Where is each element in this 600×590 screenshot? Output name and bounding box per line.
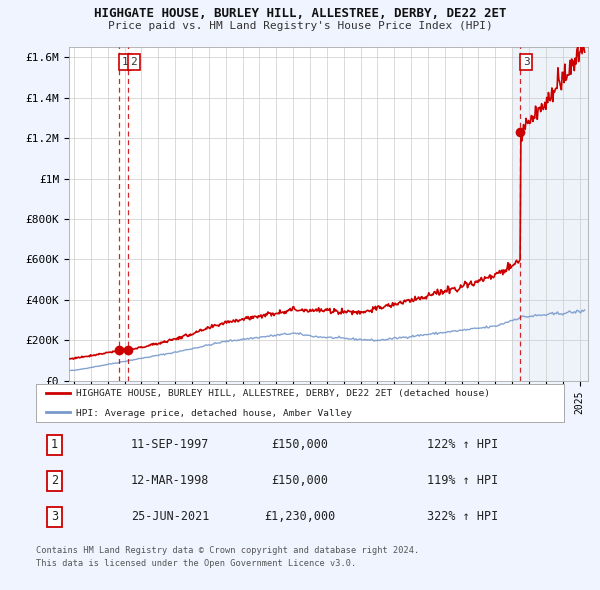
Bar (512, 47, 588, 381)
Text: 322% ↑ HPI: 322% ↑ HPI (427, 510, 498, 523)
Text: 25-JUN-2021: 25-JUN-2021 (131, 510, 209, 523)
Text: 122% ↑ HPI: 122% ↑ HPI (427, 438, 498, 451)
Text: Price paid vs. HM Land Registry's House Price Index (HPI): Price paid vs. HM Land Registry's House … (107, 21, 493, 31)
Text: Contains HM Land Registry data © Crown copyright and database right 2024.: Contains HM Land Registry data © Crown c… (36, 546, 419, 555)
Text: 1: 1 (122, 57, 128, 67)
Text: HIGHGATE HOUSE, BURLEY HILL, ALLESTREE, DERBY, DE22 2ET (detached house): HIGHGATE HOUSE, BURLEY HILL, ALLESTREE, … (76, 389, 490, 398)
Text: 3: 3 (51, 510, 58, 523)
Text: £150,000: £150,000 (271, 438, 329, 451)
Text: HIGHGATE HOUSE, BURLEY HILL, ALLESTREE, DERBY, DE22 2ET: HIGHGATE HOUSE, BURLEY HILL, ALLESTREE, … (94, 7, 506, 20)
Text: £150,000: £150,000 (271, 474, 329, 487)
Text: 3: 3 (523, 57, 530, 67)
Text: This data is licensed under the Open Government Licence v3.0.: This data is licensed under the Open Gov… (36, 559, 356, 568)
Text: 11-SEP-1997: 11-SEP-1997 (131, 438, 209, 451)
Text: 2: 2 (130, 57, 137, 67)
Text: 1: 1 (51, 438, 58, 451)
Text: £1,230,000: £1,230,000 (265, 510, 335, 523)
Text: 2: 2 (51, 474, 58, 487)
Text: HPI: Average price, detached house, Amber Valley: HPI: Average price, detached house, Ambe… (76, 408, 352, 418)
Text: 12-MAR-1998: 12-MAR-1998 (131, 474, 209, 487)
Text: 119% ↑ HPI: 119% ↑ HPI (427, 474, 498, 487)
